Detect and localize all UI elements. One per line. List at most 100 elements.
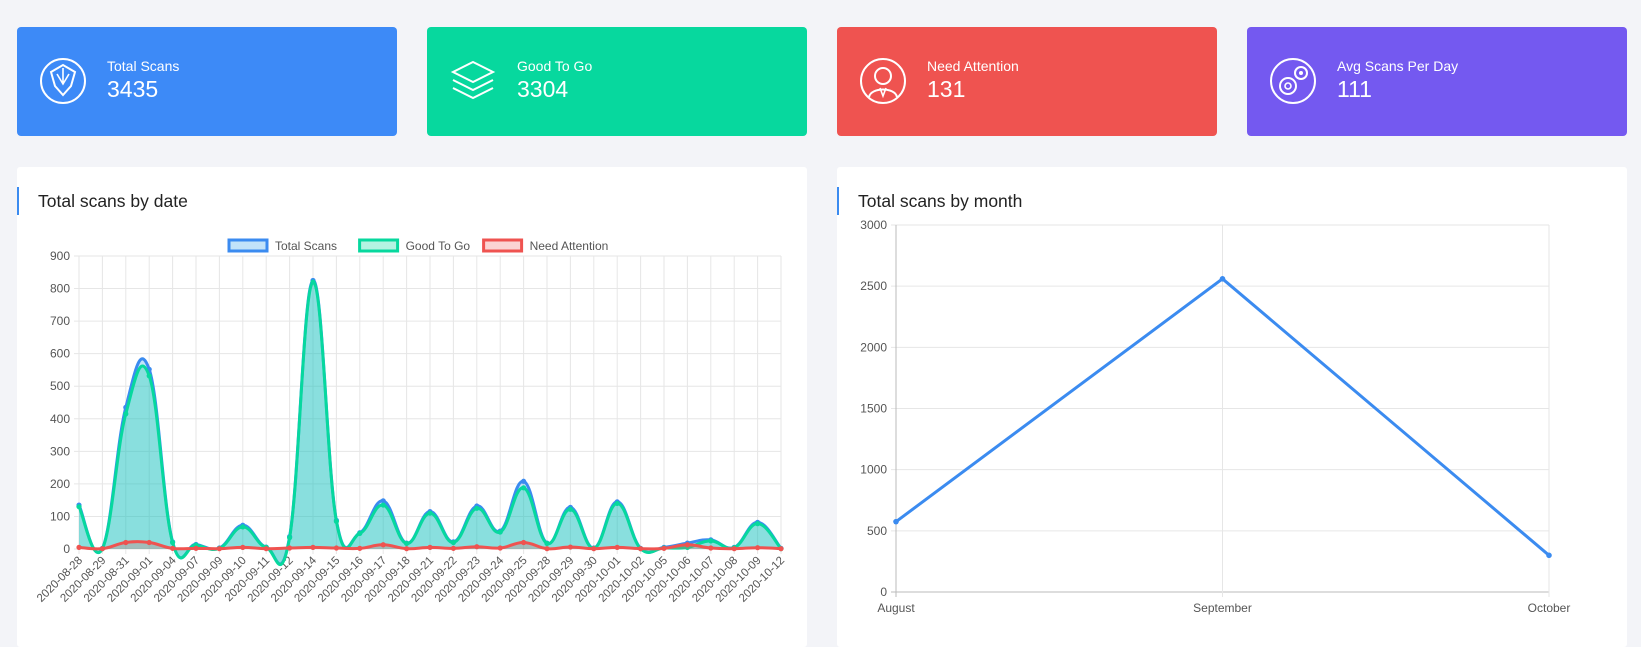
data-point: [380, 542, 386, 548]
data-point: [357, 545, 363, 551]
data-point: [474, 505, 480, 511]
data-point: [216, 546, 222, 552]
y-tick-label: 1500: [860, 402, 887, 416]
avg-scans-card: Avg Scans Per Day 111: [1247, 27, 1627, 136]
data-point: [893, 518, 899, 525]
data-point: [193, 545, 199, 551]
data-point: [778, 546, 784, 552]
data-point: [123, 539, 129, 546]
y-tick-label: 500: [867, 524, 887, 538]
y-tick-label: 800: [50, 282, 70, 296]
data-point: [474, 544, 480, 550]
need-attention-card: Need Attention 131: [837, 27, 1217, 136]
data-point: [380, 502, 386, 508]
y-tick-label: 900: [50, 249, 70, 263]
y-tick-label: 2500: [860, 279, 887, 293]
data-point: [567, 506, 574, 512]
data-point: [567, 544, 574, 550]
data-point: [614, 544, 620, 550]
data-point: [1546, 552, 1552, 559]
series-line: [77, 280, 783, 567]
data-point: [76, 544, 82, 550]
y-tick-label: 400: [50, 412, 70, 426]
y-tick-label: 3000: [860, 218, 887, 232]
y-tick-label: 0: [63, 542, 70, 556]
data-point: [591, 546, 597, 552]
data-point: [287, 545, 293, 551]
data-point: [497, 545, 503, 551]
data-point: [708, 538, 714, 544]
data-point: [544, 540, 550, 547]
legend-item: Good To Go: [358, 238, 471, 253]
data-point: [76, 504, 82, 510]
legend-item: Need Attention: [482, 238, 609, 253]
good-to-go-card: Good To Go 3304: [427, 27, 807, 136]
data-point: [146, 539, 152, 546]
data-point: [170, 539, 176, 546]
y-tick-label: 600: [50, 347, 70, 361]
legend-swatch: [358, 238, 400, 253]
gears-icon: [1270, 58, 1316, 104]
data-point: [310, 279, 316, 285]
data-point: [708, 545, 714, 551]
data-point: [755, 521, 761, 527]
y-tick-label: 500: [50, 379, 70, 393]
data-point: [99, 546, 105, 552]
data-point: [521, 539, 527, 546]
x-tick-label: August: [877, 601, 915, 615]
data-point: [614, 500, 620, 507]
x-tick-label: September: [1193, 601, 1252, 615]
data-point: [544, 546, 550, 552]
data-point: [731, 546, 737, 552]
data-point: [333, 518, 339, 524]
data-point: [287, 535, 293, 541]
data-point: [170, 545, 176, 551]
person-icon: [860, 58, 906, 104]
data-point: [1219, 276, 1226, 282]
legend-label: Need Attention: [530, 239, 609, 253]
data-point: [450, 539, 456, 546]
data-point: [404, 546, 410, 552]
y-tick-label: 200: [50, 477, 70, 491]
data-point: [661, 545, 667, 551]
legend-label: Good To Go: [406, 239, 471, 253]
data-point: [521, 485, 527, 491]
card-label: Need Attention: [927, 58, 1019, 74]
card-value: 3304: [517, 76, 569, 102]
panel-title: Total scans by date: [17, 187, 188, 215]
legend-swatch: [482, 238, 524, 253]
layers-icon: [450, 60, 496, 100]
legend-item: Total Scans: [227, 238, 337, 253]
y-tick-label: 300: [50, 444, 70, 458]
legend-swatch: [227, 238, 269, 253]
data-point: [684, 542, 691, 548]
scans-by-date-chart: 01002003004005006007008009002020-08-2820…: [35, 238, 787, 605]
data-point: [427, 510, 433, 516]
data-point: [755, 545, 761, 551]
data-point: [333, 545, 339, 551]
data-point: [357, 530, 363, 536]
card-label: Good To Go: [517, 58, 593, 74]
legend-label: Total Scans: [275, 239, 337, 253]
card-label: Total Scans: [107, 58, 180, 74]
card-value: 3435: [107, 76, 159, 102]
data-point: [263, 546, 269, 552]
data-point: [310, 544, 316, 550]
data-point: [450, 545, 456, 551]
card-value: 131: [927, 76, 966, 102]
y-tick-label: 1000: [860, 463, 887, 477]
series-area: [79, 282, 781, 565]
data-point: [146, 373, 152, 379]
data-point: [497, 529, 503, 535]
y-tick-label: 100: [50, 509, 70, 523]
y-tick-label: 0: [880, 585, 887, 599]
data-point: [240, 524, 246, 530]
data-point: [427, 544, 433, 550]
data-point: [240, 544, 246, 550]
scans-by-month-panel: Total scans by month 0 500 1000 1500 2000 250…: [837, 167, 1627, 647]
data-point: [123, 411, 129, 417]
data-point: [404, 540, 410, 547]
data-point: [380, 498, 386, 504]
scans-by-month-chart: 0 500 1000 1500 2000 2500 3000 August September O…: [860, 218, 1570, 615]
total-scans-card: Total Scans 3435: [17, 27, 397, 136]
